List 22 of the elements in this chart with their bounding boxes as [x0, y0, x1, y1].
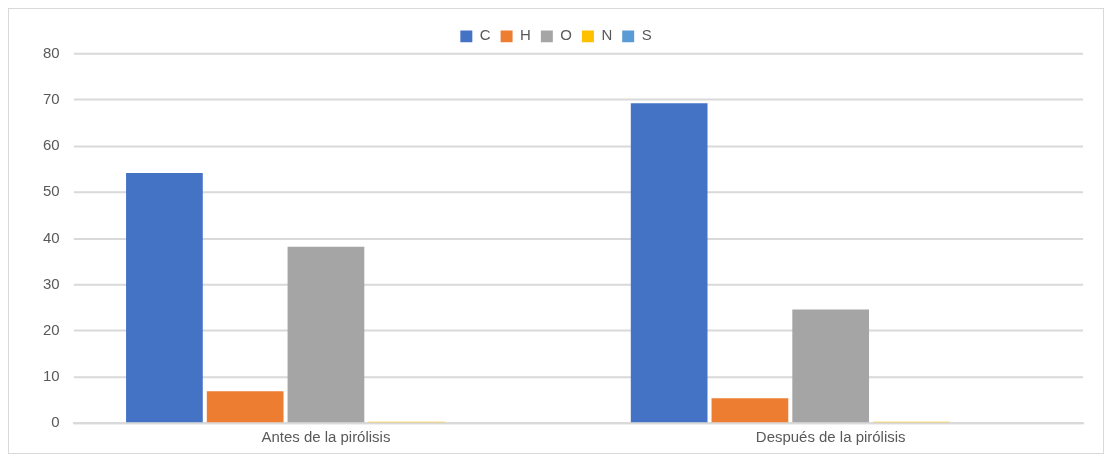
- y-tick-label: 60: [42, 136, 60, 154]
- bar: [792, 309, 870, 423]
- bar: [126, 172, 203, 423]
- bar: [630, 103, 708, 423]
- legend-label: S: [641, 26, 652, 44]
- x-tick-label: Antes de la pirólisis: [261, 428, 391, 446]
- x-tick-label: Después de la pirólisis: [755, 428, 906, 446]
- y-tick-label: 20: [42, 320, 60, 338]
- legend-label: H: [520, 26, 531, 44]
- y-tick-label: 70: [42, 90, 60, 108]
- y-tick-label: 30: [42, 274, 60, 292]
- legend-label: C: [479, 26, 491, 44]
- y-tick-label: 80: [42, 43, 60, 61]
- bar: [287, 246, 365, 423]
- legend-label: N: [601, 26, 613, 44]
- legend-label: O: [560, 26, 572, 44]
- y-tick-label: 10: [42, 367, 60, 385]
- y-tick-label: 40: [42, 228, 60, 246]
- y-tick-label: 50: [42, 182, 60, 200]
- bar: [206, 391, 284, 423]
- bar: [711, 398, 789, 423]
- y-tick-label: 0: [51, 413, 60, 431]
